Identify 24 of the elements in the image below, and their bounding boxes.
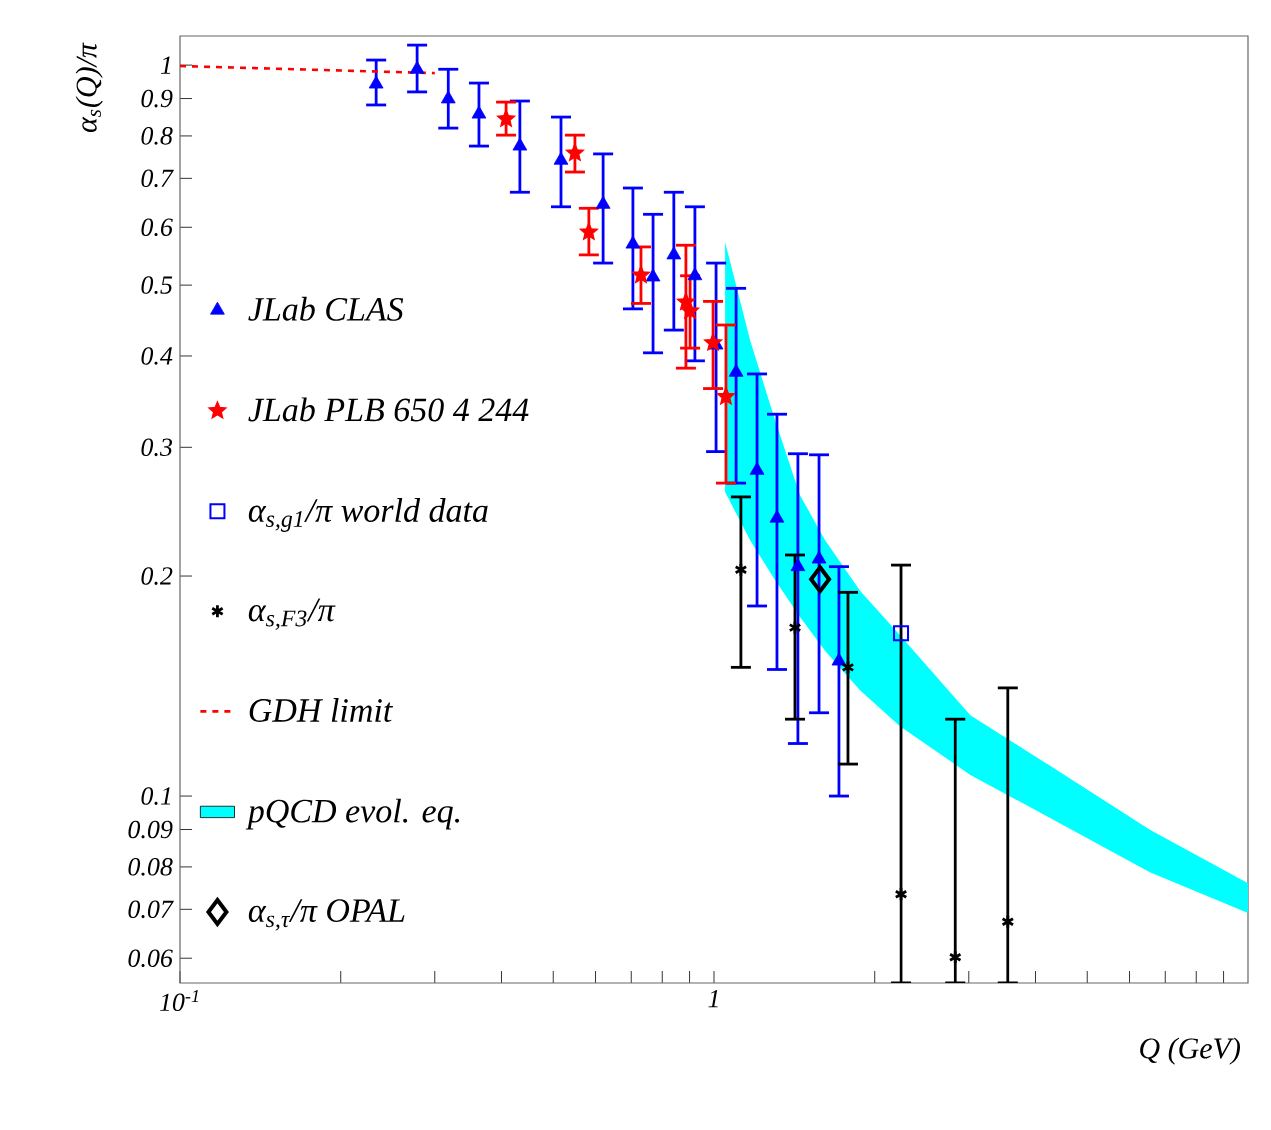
legend-label: GDH limit	[249, 698, 393, 722]
legend-label: pQCD evol. eq.	[245, 798, 460, 830]
x-tick-label: 10$^{-1}$	[159, 990, 199, 1012]
y-tick-label: 0.9	[141, 89, 173, 108]
legend-label: JLab CLAS	[248, 296, 404, 321]
y-tick-label: 0.08	[128, 858, 173, 876]
y-tick-label: 0.7	[141, 169, 174, 188]
y-tick-label: 0.2	[141, 567, 173, 585]
y-tick-label: 0.5	[141, 276, 173, 294]
y-tick-label: 0.07	[128, 900, 174, 919]
y-tick-label: 0.6	[141, 218, 173, 237]
y-tick-label: 0.4	[141, 347, 173, 365]
y-tick-label: 0.8	[141, 127, 173, 145]
y-tick-label: 0.09	[128, 820, 173, 839]
y-tick-label: 0.3	[141, 438, 173, 457]
legend-label: JLab PLB 650 4 244	[248, 397, 529, 422]
y-tick-label: 0.1	[141, 787, 171, 805]
x-axis-title: Q (GeV)	[1140, 1037, 1241, 1065]
y-axis-title: α$_{s}$(Q)/π	[75, 42, 103, 133]
legend-label: α$_{s,F3}$/π	[248, 598, 336, 630]
legend-label: α$_{s,g1}$/π world data	[248, 498, 488, 532]
y-tick-label: 1	[160, 56, 171, 74]
legend-label: α$_{s,τ}$/π OPAL	[248, 899, 405, 931]
y-tick-label: 0.06	[128, 949, 173, 968]
